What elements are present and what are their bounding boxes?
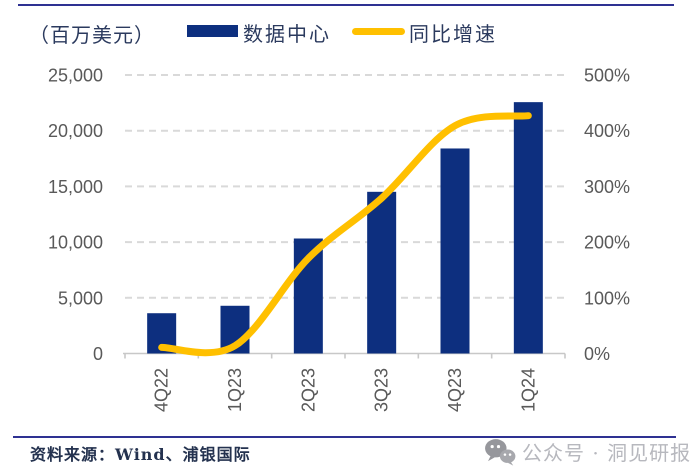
legend-bar-swatch [187,25,238,37]
bar-series-group [147,102,543,354]
left-axis-tick-label: 0 [93,344,103,364]
bar-3Q23 [367,191,397,354]
x-axis-label-3Q23: 3Q23 [372,368,392,412]
left-axis-tick-label: 15,000 [48,177,103,197]
right-axis-tick-label: 400% [584,121,630,141]
gridlines-group [125,74,565,299]
watermark: 公众号 · 洞见研报 [484,437,691,466]
legend-line-swatch [352,28,405,35]
right-axis-tick-label: 0% [584,344,610,364]
bar-4Q23 [440,148,470,354]
bottom-border-line [13,436,676,438]
left-axis-tick-label: 5,000 [58,288,103,308]
x-axis-label-4Q22: 4Q22 [152,368,172,412]
right-axis-tick-label: 200% [584,233,630,253]
axis-labels-group: 0 0% 5,000 100% 10,000 200% 15,000 300% 20,000 40… [48,66,630,413]
x-axis-label-1Q24: 1Q24 [518,368,538,412]
left-axis-tick-label: 10,000 [48,233,103,253]
left-axis-tick-label: 20,000 [48,121,103,141]
watermark-text: 公众号 · 洞见研报 [522,441,692,465]
yoy-growth-line [158,112,532,357]
x-axis-label-4Q23: 4Q23 [445,368,465,412]
right-axis-tick-label: 100% [584,288,630,308]
legend-label-datacenter: 数据中心 [243,22,331,46]
bar-1Q24 [513,102,543,354]
x-axis-label-2Q23: 2Q23 [298,368,318,412]
wechat-icon [485,438,516,466]
right-axis-tick-label: 500% [584,66,630,86]
x-axis-label-1Q23: 1Q23 [225,368,245,412]
top-border-line [18,4,674,6]
legend-label-yoy-growth: 同比增速 [409,22,497,46]
right-axis-tick-label: 300% [584,177,630,197]
left-axis-tick-label: 25,000 [48,66,103,86]
axis-unit-label: （百万美元） [29,23,155,47]
line-series-group [158,112,532,357]
source-note: 资料来源：Wind、浦银国际 [30,445,251,464]
